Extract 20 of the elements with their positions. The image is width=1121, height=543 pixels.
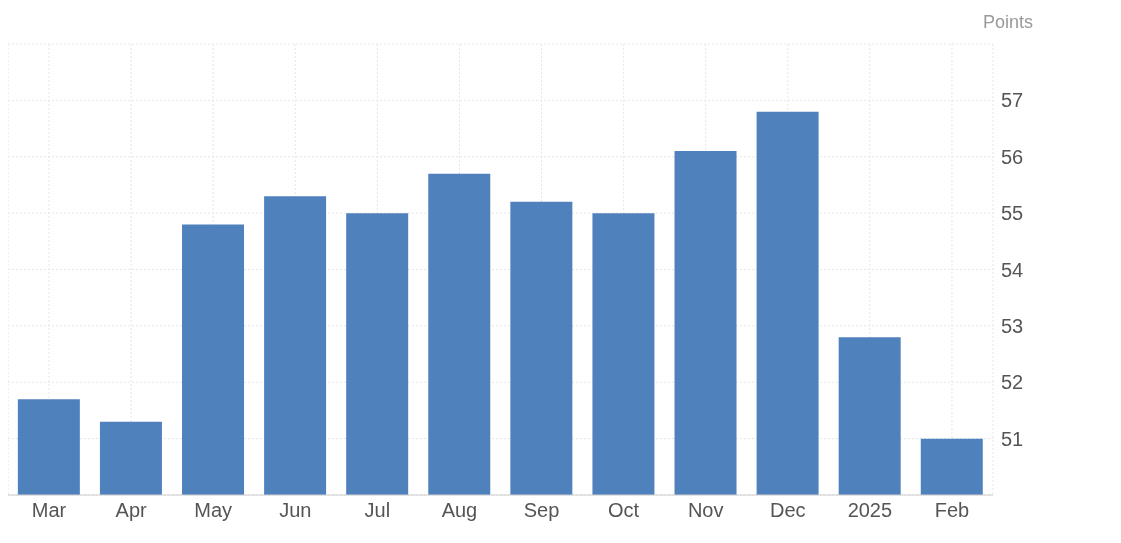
y-tick-label: 55 — [1001, 202, 1024, 225]
y-tick-label: 57 — [1001, 89, 1024, 112]
x-tick-label: Feb — [934, 499, 970, 522]
x-tick-label: Dec — [770, 499, 806, 522]
x-tick-label: May — [194, 499, 233, 522]
x-tick-label: Jul — [364, 499, 391, 522]
x-tick-label: Nov — [687, 499, 724, 522]
y-tick-label: 56 — [1001, 145, 1024, 168]
x-tick-label: 2025 — [847, 499, 893, 522]
x-tick-label: Aug — [441, 499, 478, 522]
y-tick-label: 52 — [1001, 371, 1024, 394]
x-tick-label: Jun — [279, 499, 312, 522]
y-axis-title: Points — [982, 12, 1033, 33]
x-tick-label: Apr — [115, 499, 148, 522]
x-tick-label: Oct — [608, 499, 640, 522]
x-tick-label: Mar — [31, 499, 67, 522]
y-tick-label: 54 — [1001, 258, 1024, 281]
y-tick-label: 51 — [1001, 427, 1024, 450]
y-tick-label: 53 — [1001, 314, 1024, 337]
x-tick-label: Sep — [523, 499, 560, 522]
